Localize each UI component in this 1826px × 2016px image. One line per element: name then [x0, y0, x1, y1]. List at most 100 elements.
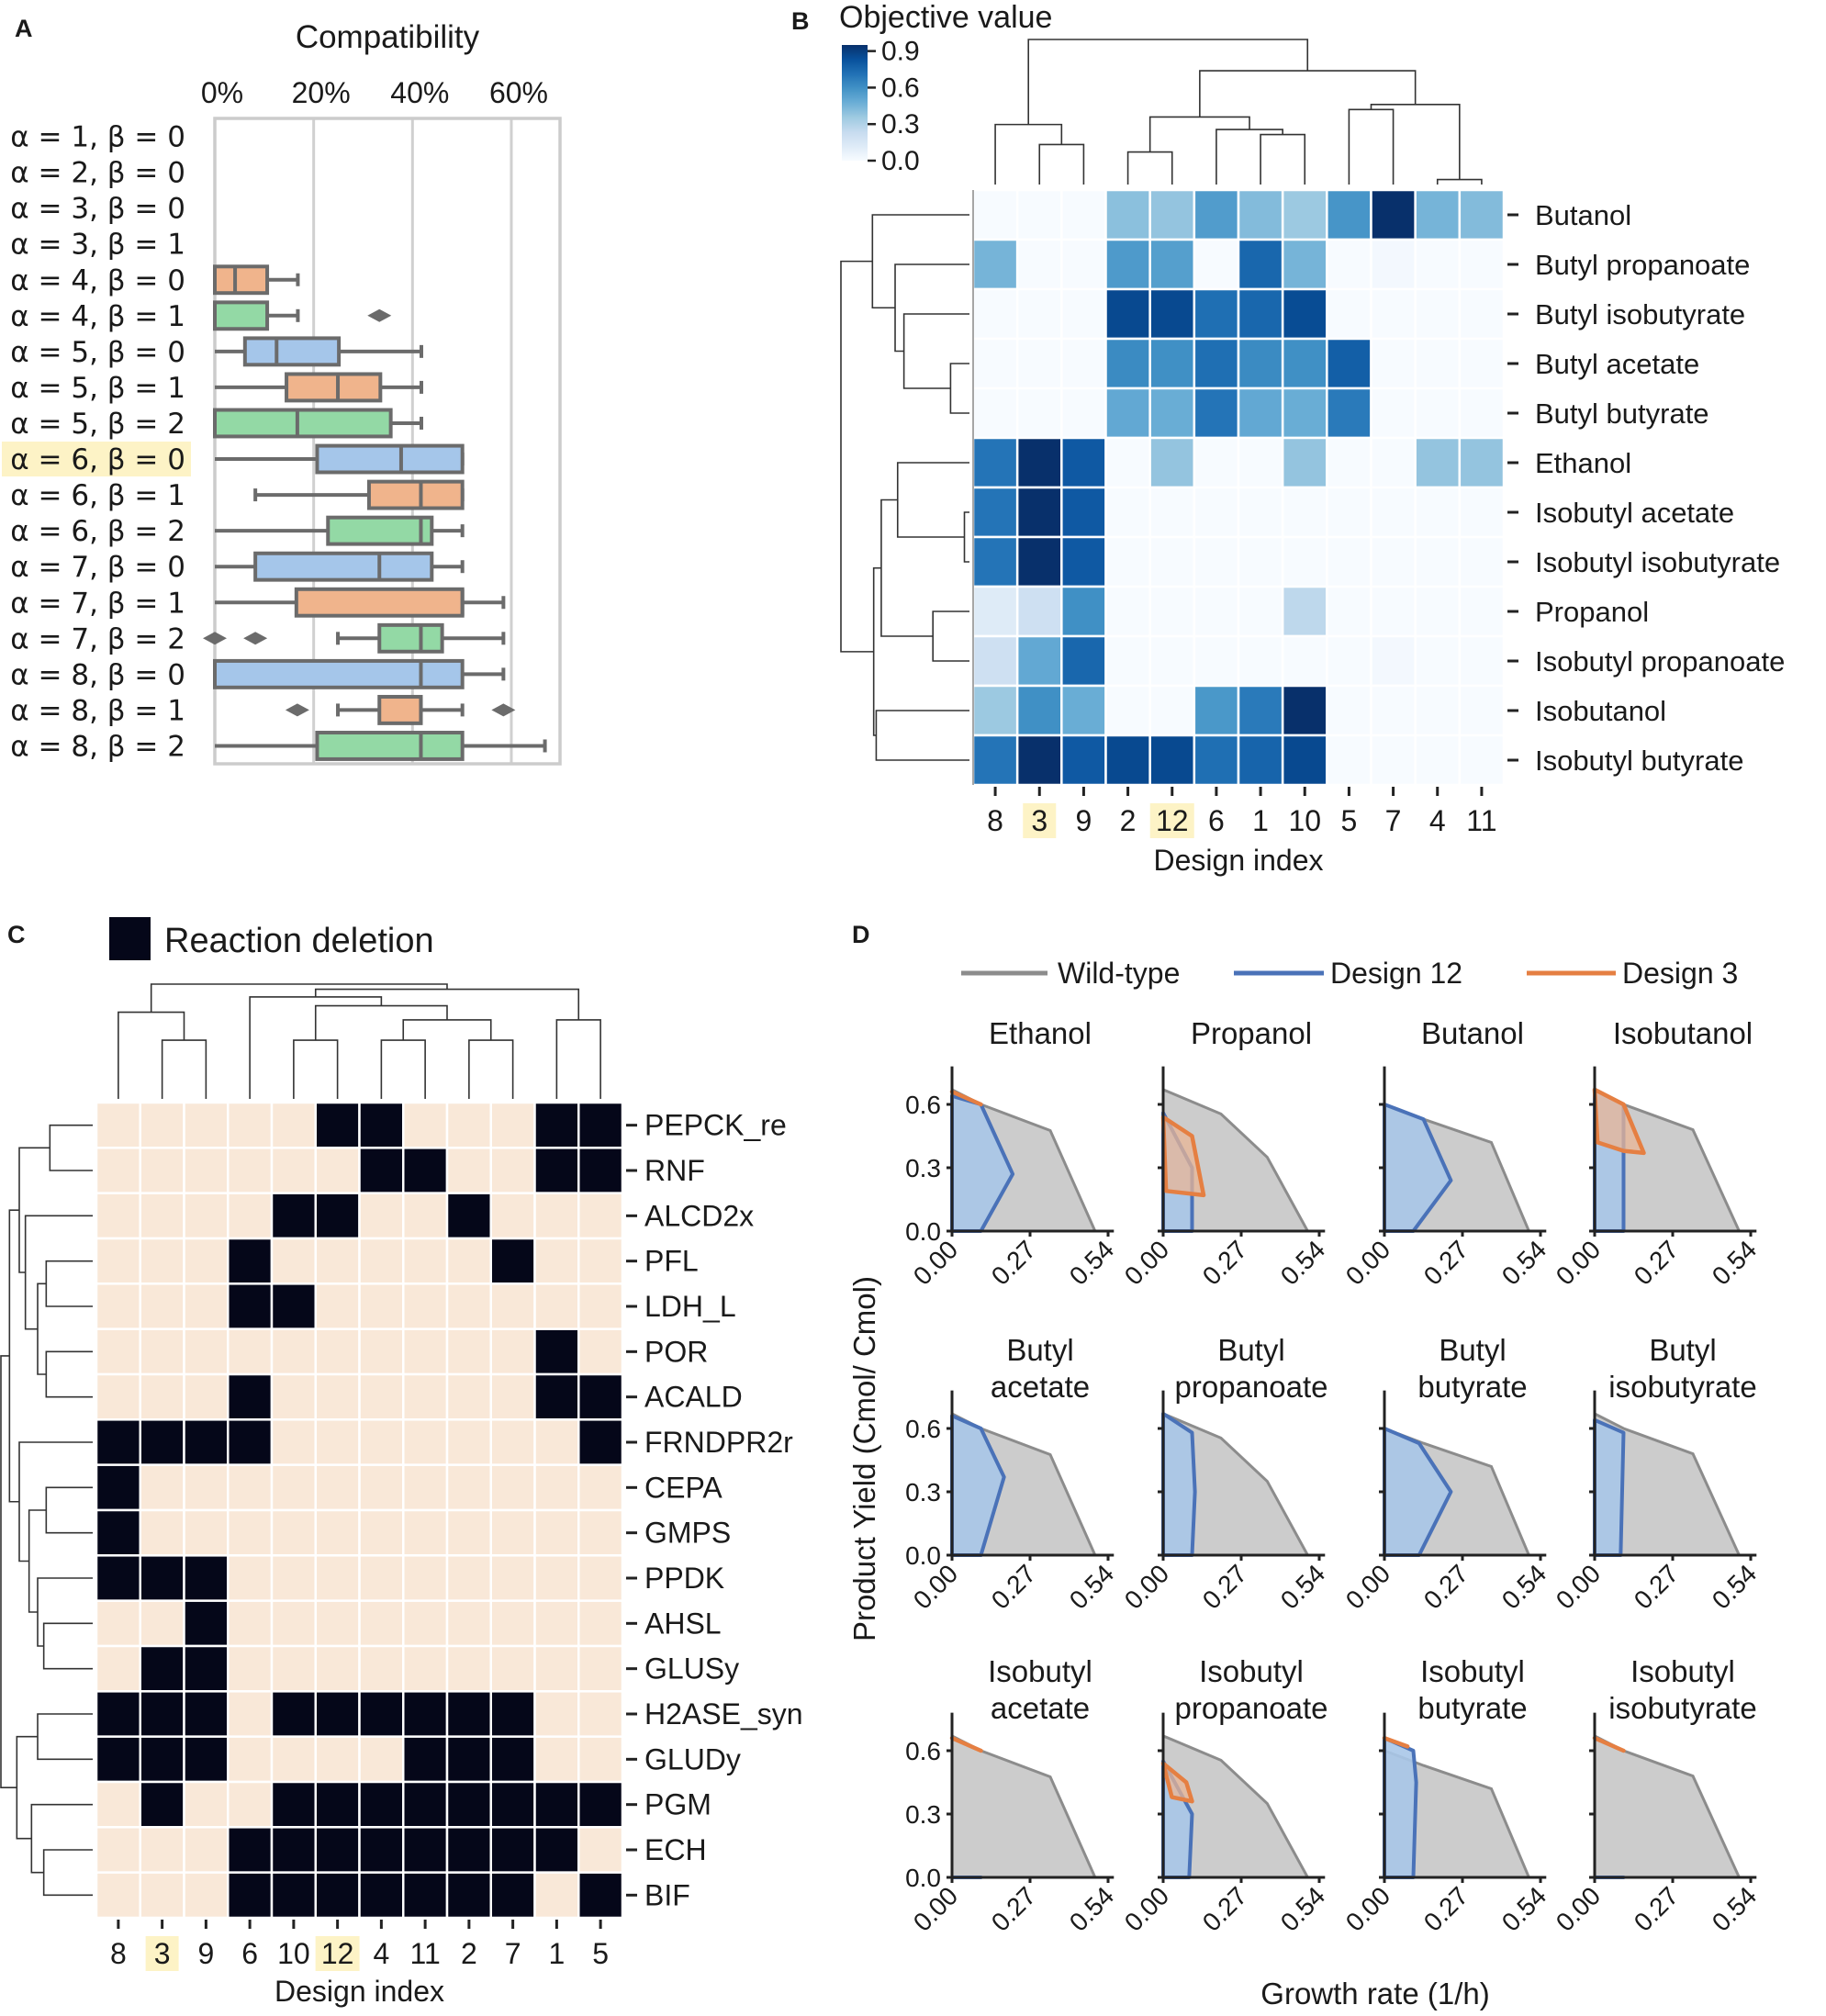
- kept-cell: [402, 1237, 449, 1285]
- row-label: GLUSy: [644, 1652, 739, 1686]
- heatmap-cell: [1015, 188, 1063, 241]
- dendrogram-branch: [118, 1011, 185, 1099]
- deleted-cell: [314, 1101, 361, 1149]
- subplot-title: Butyl: [1006, 1333, 1073, 1367]
- kept-cell: [314, 1554, 361, 1602]
- row-label: α = 7, β = 0: [10, 551, 185, 584]
- heatmap-cell: [1193, 337, 1240, 390]
- kept-cell: [139, 1826, 185, 1874]
- deleted-cell: [95, 1690, 141, 1738]
- heatmap-cell: [1193, 386, 1240, 440]
- heatmap-cell: [1281, 734, 1328, 787]
- box: [326, 515, 434, 546]
- subplot-title: Isobutyl: [1199, 1654, 1304, 1688]
- kept-cell: [139, 1871, 185, 1920]
- box: [213, 658, 465, 689]
- x-tick-label: 0.00: [1119, 1881, 1174, 1936]
- kept-cell: [183, 1147, 230, 1194]
- deleted-cell: [183, 1644, 230, 1693]
- x-tick-label: 0%: [201, 76, 243, 109]
- deleted-cell: [183, 1690, 230, 1738]
- deleted-cell: [183, 1735, 230, 1784]
- heatmap-cell: [1326, 238, 1372, 291]
- deleted-cell: [183, 1554, 230, 1602]
- legend-item: Design 3: [1527, 957, 1738, 990]
- heatmap-cell: [1193, 734, 1240, 787]
- dendrogram-branch: [468, 1039, 514, 1099]
- kept-cell: [95, 1780, 141, 1829]
- kept-cell: [445, 1599, 492, 1648]
- kept-cell: [445, 1237, 492, 1285]
- kept-cell: [139, 1282, 185, 1330]
- subplot-title: acetate: [991, 1370, 1090, 1404]
- row-label: ACALD: [644, 1381, 743, 1414]
- heatmap-cell: [1015, 436, 1063, 489]
- kept-cell: [358, 1237, 405, 1285]
- dendrogram-branch: [37, 1282, 47, 1375]
- deleted-cell: [139, 1644, 185, 1693]
- heatmap-cell: [1414, 436, 1462, 489]
- heatmap-cell: [1370, 337, 1417, 390]
- dendrogram-branch: [18, 1147, 50, 1273]
- heatmap-cell: [971, 188, 1019, 241]
- deleted-cell: [358, 1101, 405, 1149]
- deleted-cell: [227, 1418, 274, 1466]
- dendrogram-branch: [42, 1849, 93, 1897]
- heatmap-cell: [1326, 486, 1372, 539]
- kept-cell: [358, 1463, 405, 1512]
- box: [213, 408, 393, 439]
- kept-cell: [227, 1644, 274, 1693]
- deleted-cell: [314, 1826, 361, 1874]
- heatmap-cell: [1414, 634, 1462, 688]
- box-plot-item: [215, 372, 424, 403]
- kept-cell: [577, 1690, 624, 1738]
- dendrogram-branch: [1436, 178, 1483, 185]
- heatmap-cell: [1104, 188, 1151, 241]
- kept-cell: [489, 1463, 536, 1512]
- x-tick-label: 0.27: [1418, 1559, 1473, 1614]
- heatmap-cell: [1281, 486, 1328, 539]
- heatmap-cell: [1148, 188, 1196, 241]
- heatmap-cell: [1193, 585, 1240, 638]
- subplot-title: Ethanol: [989, 1016, 1092, 1050]
- deleted-cell: [577, 1780, 624, 1829]
- subplot-title: Isobutyl: [1420, 1654, 1525, 1688]
- row-label: α = 6, β = 2: [10, 515, 185, 548]
- deleted-cell: [270, 1871, 317, 1920]
- row-label: POR: [644, 1335, 708, 1368]
- heatmap-cell: [1237, 386, 1284, 440]
- kept-cell: [358, 1508, 405, 1557]
- heatmap-cell: [1060, 287, 1107, 341]
- kept-cell: [358, 1599, 405, 1648]
- heatmap-cell: [1148, 734, 1196, 787]
- kept-cell: [270, 1508, 317, 1557]
- heatmap-cell: [1015, 535, 1063, 588]
- phase-plane-subplot: Propanol 0.00 0.27 0.54: [1119, 1016, 1330, 1291]
- row-label: GLUDy: [644, 1742, 741, 1775]
- kept-cell: [183, 1327, 230, 1376]
- heatmap-cell: [1104, 337, 1151, 390]
- kept-cell: [95, 1826, 141, 1874]
- deleted-cell: [577, 1418, 624, 1466]
- x-tick-label: 0.00: [1551, 1881, 1606, 1936]
- heatmap-cell: [1281, 238, 1328, 291]
- heatmap-cell: [1370, 585, 1417, 638]
- heatmap-cell: [1104, 734, 1151, 787]
- box-plot-item: [285, 694, 516, 725]
- heatmap-cell: [1148, 287, 1196, 341]
- kept-cell: [445, 1554, 492, 1602]
- kept-cell: [489, 1147, 536, 1194]
- deleted-cell: [489, 1780, 536, 1829]
- box-plot-item: [215, 336, 424, 367]
- panel-d-phase-planes: D Wild-type Design 12 Design 3 Ethanol 0.0 0.3…: [847, 921, 1762, 2010]
- heatmap-cell: [1370, 436, 1417, 489]
- row-label: α = 7, β = 2: [10, 622, 185, 655]
- deleted-cell: [314, 1192, 361, 1240]
- heatmap-cell: [1237, 634, 1284, 688]
- deleted-cell: [402, 1871, 449, 1920]
- kept-cell: [227, 1735, 274, 1784]
- column-label: 12: [1156, 804, 1189, 837]
